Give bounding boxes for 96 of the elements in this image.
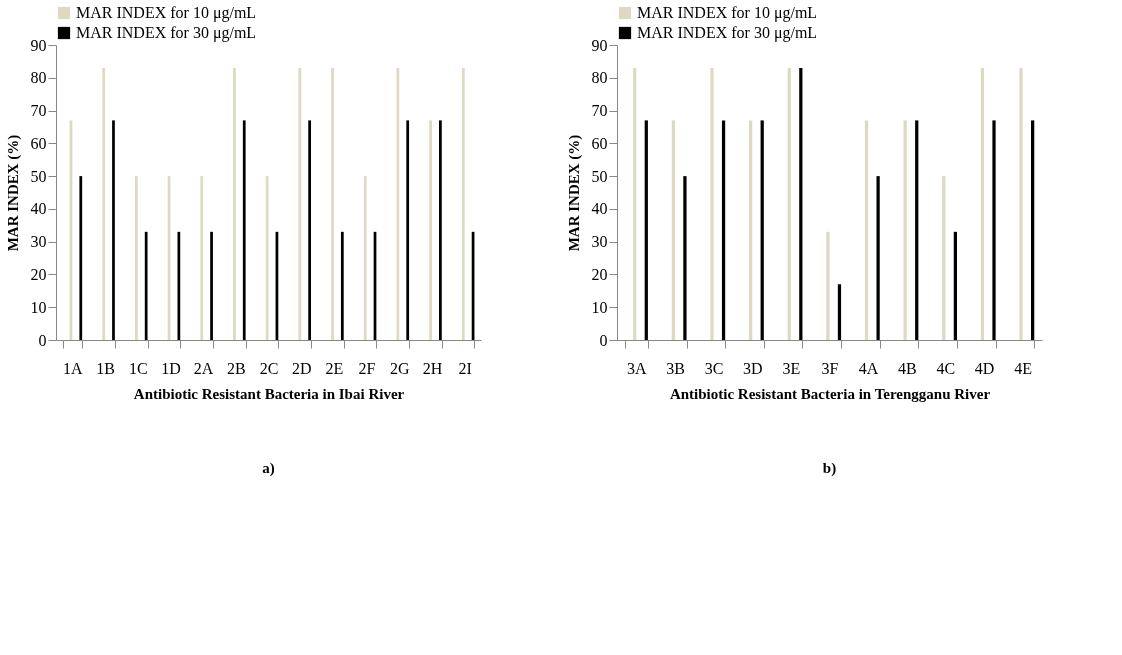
bar (79, 176, 83, 340)
x-tick-label: 3B (666, 359, 685, 377)
y-tick-label: 10 (591, 298, 608, 316)
x-axis-title: Antibiotic Resistant Bacteria in Ibai River (133, 385, 405, 402)
legend-label: MAR INDEX for 10 μg/mL (76, 4, 257, 22)
bar (439, 120, 442, 340)
bar (953, 231, 957, 340)
x-tick-label: 2G (389, 359, 410, 377)
bar (1019, 67, 1023, 340)
y-tick-label: 20 (591, 265, 608, 283)
x-tick-label: 2F (358, 359, 376, 377)
bar (671, 120, 675, 340)
y-axis-title: MAR INDEX (%) (565, 134, 583, 252)
bar (837, 284, 842, 340)
y-tick-label: 40 (30, 200, 47, 218)
bar (992, 120, 996, 340)
bar (915, 120, 919, 340)
bar (144, 231, 148, 340)
x-tick-label: 3A (627, 359, 648, 377)
bar (864, 120, 869, 340)
bar (826, 231, 830, 340)
bar (265, 176, 269, 340)
bar (242, 120, 246, 340)
bar (799, 67, 803, 340)
bar (876, 176, 880, 340)
y-tick-label: 70 (591, 102, 608, 120)
y-tick-label: 50 (30, 167, 47, 185)
x-tick-label: 4D (974, 359, 995, 377)
bar (644, 120, 648, 340)
bar (429, 120, 432, 340)
bar (710, 67, 714, 340)
y-tick-label: 60 (591, 134, 608, 152)
bar (748, 120, 753, 340)
bar (112, 120, 115, 340)
y-tick-label: 60 (30, 134, 47, 152)
bar (787, 67, 791, 340)
x-tick-label: 1B (96, 359, 115, 377)
legend-label: MAR INDEX for 30 μg/mL (637, 24, 818, 42)
x-tick-label: 2C (259, 359, 279, 377)
y-axis-title: MAR INDEX (%) (4, 134, 22, 252)
x-tick-label: 2A (193, 359, 214, 377)
x-tick-label: 2H (422, 359, 443, 377)
bar (721, 120, 726, 340)
legend-label: MAR INDEX for 30 μg/mL (76, 24, 257, 42)
y-tick-label: 80 (591, 69, 608, 87)
x-axis-title: Antibiotic Resistant Bacteria in Terengganu River (669, 385, 991, 402)
bar (461, 67, 465, 340)
bar (942, 176, 946, 340)
x-tick-label: 4B (897, 359, 917, 377)
x-tick-label: 1A (63, 359, 84, 377)
x-tick-label: 2B (226, 359, 246, 377)
bar (308, 120, 311, 340)
y-tick-label: 70 (30, 102, 47, 120)
y-tick-label: 80 (30, 69, 47, 87)
bar (331, 67, 334, 340)
y-tick-label: 30 (30, 233, 47, 251)
x-tick-label: 1D (161, 359, 181, 377)
x-tick-label: 3D (742, 359, 763, 377)
bar (406, 120, 410, 340)
y-tick-label: 20 (30, 265, 47, 283)
x-tick-label: 2I (458, 359, 472, 377)
bar (340, 231, 344, 340)
y-tick-label: 0 (599, 331, 608, 349)
bar (633, 67, 637, 340)
x-tick-label: 4E (1014, 359, 1033, 377)
bar (363, 176, 367, 340)
x-tick-label: 4C (936, 359, 956, 377)
y-tick-label: 90 (591, 36, 608, 54)
bar (980, 67, 985, 340)
bar (102, 67, 106, 340)
bar (298, 67, 302, 340)
y-tick-label: 40 (591, 200, 608, 218)
bar (683, 176, 687, 340)
legend-label: MAR INDEX for 10 μg/mL (637, 4, 818, 22)
x-tick-label: 4A (858, 359, 879, 377)
bar (210, 231, 213, 340)
text: b) (822, 460, 837, 477)
x-tick-label: 3E (782, 359, 801, 377)
bar (903, 120, 907, 340)
bar (1031, 120, 1035, 340)
x-tick-label: 1C (128, 359, 148, 377)
x-tick-label: 2D (291, 359, 312, 377)
x-tick-label: 3F (821, 359, 839, 377)
y-tick-label: 90 (30, 36, 47, 54)
x-tick-label: 3C (704, 359, 724, 377)
bar (233, 67, 236, 340)
y-tick-label: 10 (30, 298, 47, 316)
bar (177, 231, 181, 340)
y-tick-label: 0 (38, 331, 47, 349)
bar (760, 120, 764, 340)
y-tick-label: 30 (591, 233, 608, 251)
bar (200, 176, 204, 340)
bar (134, 176, 138, 340)
y-tick-label: 50 (591, 167, 608, 185)
x-tick-label: 2E (325, 359, 344, 377)
text: a) (262, 460, 275, 477)
